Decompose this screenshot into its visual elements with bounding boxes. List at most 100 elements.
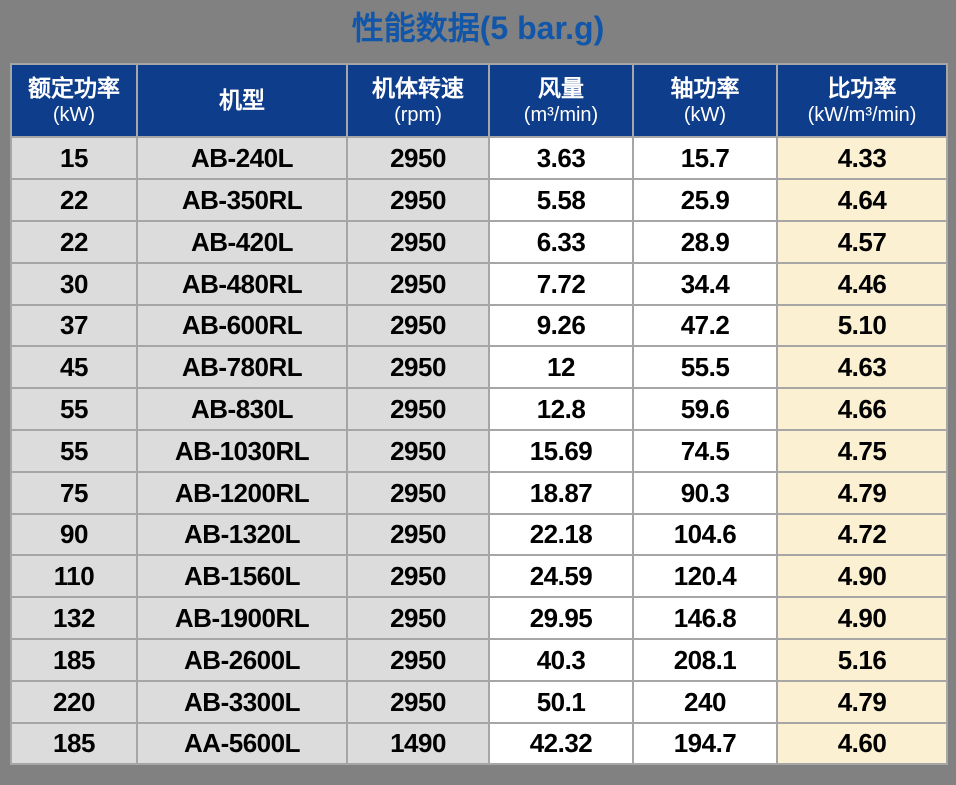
table-row: 30 AB-480RL 2950 7.72 34.4 4.46 — [10, 261, 948, 306]
speed-cell: 2950 — [346, 219, 490, 264]
flow-cell: 7.72 — [488, 261, 634, 306]
rated-power-cell: 132 — [10, 596, 138, 640]
specific-power-cell: 4.90 — [776, 596, 948, 640]
speed-cell: 2950 — [346, 303, 490, 348]
specific-power-cell: 4.90 — [776, 554, 948, 599]
specific-power-cell: 5.10 — [776, 303, 948, 348]
rated-power-cell: 110 — [10, 554, 138, 599]
col-header-model-label: 机型 — [219, 86, 265, 113]
rated-power-cell: 45 — [10, 345, 138, 390]
specific-power-cell: 4.75 — [776, 428, 948, 473]
col-header-specific-power-label: 比功率 — [827, 75, 897, 102]
specific-power-cell: 4.79 — [776, 679, 948, 724]
speed-cell: 2950 — [346, 178, 490, 222]
rated-power-cell: 75 — [10, 470, 138, 515]
performance-table: 额定功率 (kW) 机型 机体转速 (rpm) 风量 (m³/min) 轴功率 … — [10, 63, 948, 766]
flow-cell: 40.3 — [488, 637, 634, 682]
col-header-rated-power-label: 额定功率 — [28, 75, 120, 102]
model-cell: AB-600RL — [136, 303, 348, 348]
shaft-power-cell: 15.7 — [632, 136, 778, 181]
model-cell: AB-420L — [136, 219, 348, 264]
rated-power-cell: 22 — [10, 219, 138, 264]
speed-cell: 1490 — [346, 721, 490, 766]
table-row: 220 AB-3300L 2950 50.1 240 4.79 — [10, 679, 948, 724]
model-cell: AB-3300L — [136, 679, 348, 724]
specific-power-cell: 4.33 — [776, 136, 948, 181]
rated-power-cell: 15 — [10, 136, 138, 181]
specific-power-cell: 4.64 — [776, 178, 948, 222]
model-cell: AB-1560L — [136, 554, 348, 599]
col-header-shaft-power-label: 轴功率 — [670, 75, 740, 102]
col-header-flow-label: 风量 — [538, 75, 584, 102]
col-header-rated-power: 额定功率 (kW) — [10, 63, 138, 139]
flow-cell: 15.69 — [488, 428, 634, 473]
rated-power-cell: 55 — [10, 387, 138, 431]
flow-cell: 3.63 — [488, 136, 634, 181]
shaft-power-cell: 194.7 — [632, 721, 778, 766]
col-header-model: 机型 — [136, 63, 348, 139]
page-title: 性能数据(5 bar.g) — [351, 10, 605, 46]
speed-cell: 2950 — [346, 387, 490, 431]
table-row: 90 AB-1320L 2950 22.18 104.6 4.72 — [10, 512, 948, 557]
model-cell: AB-1030RL — [136, 428, 348, 473]
shaft-power-cell: 59.6 — [632, 387, 778, 431]
speed-cell: 2950 — [346, 428, 490, 473]
shaft-power-cell: 55.5 — [632, 345, 778, 390]
col-header-specific-power: 比功率 (kW/m³/min) — [776, 63, 948, 139]
table-row: 22 AB-420L 2950 6.33 28.9 4.57 — [10, 219, 948, 264]
table-row: 132 AB-1900RL 2950 29.95 146.8 4.90 — [10, 596, 948, 640]
table-row: 37 AB-600RL 2950 9.26 47.2 5.10 — [10, 303, 948, 348]
model-cell: AB-1900RL — [136, 596, 348, 640]
table-row: 75 AB-1200RL 2950 18.87 90.3 4.79 — [10, 470, 948, 515]
flow-cell: 22.18 — [488, 512, 634, 557]
specific-power-cell: 4.57 — [776, 219, 948, 264]
model-cell: AB-1200RL — [136, 470, 348, 515]
col-header-rated-power-unit: (kW) — [52, 104, 96, 127]
rated-power-cell: 30 — [10, 261, 138, 306]
table-row: 22 AB-350RL 2950 5.58 25.9 4.64 — [10, 178, 948, 222]
shaft-power-cell: 120.4 — [632, 554, 778, 599]
table-row: 110 AB-1560L 2950 24.59 120.4 4.90 — [10, 554, 948, 599]
flow-cell: 24.59 — [488, 554, 634, 599]
specific-power-cell: 4.46 — [776, 261, 948, 306]
flow-cell: 12 — [488, 345, 634, 390]
specific-power-cell: 4.72 — [776, 512, 948, 557]
shaft-power-cell: 146.8 — [632, 596, 778, 640]
shaft-power-cell: 25.9 — [632, 178, 778, 222]
flow-cell: 18.87 — [488, 470, 634, 515]
shaft-power-cell: 104.6 — [632, 512, 778, 557]
specific-power-cell: 4.63 — [776, 345, 948, 390]
shaft-power-cell: 240 — [632, 679, 778, 724]
table-body: 15 AB-240L 2950 3.63 15.7 4.33 22 AB-350RL 2950 5… — [10, 136, 948, 766]
table-header: 额定功率 (kW) 机型 机体转速 (rpm) 风量 (m³/min) 轴功率 … — [10, 63, 948, 139]
col-header-shaft-power: 轴功率 (kW) — [632, 63, 778, 139]
speed-cell: 2950 — [346, 554, 490, 599]
flow-cell: 9.26 — [488, 303, 634, 348]
shaft-power-cell: 28.9 — [632, 219, 778, 264]
model-cell: AB-780RL — [136, 345, 348, 390]
col-header-speed-label: 机体转速 — [372, 75, 464, 102]
speed-cell: 2950 — [346, 637, 490, 682]
rated-power-cell: 22 — [10, 178, 138, 222]
speed-cell: 2950 — [346, 596, 490, 640]
col-header-flow: 风量 (m³/min) — [488, 63, 634, 139]
speed-cell: 2950 — [346, 470, 490, 515]
col-header-speed-unit: (rpm) — [394, 104, 442, 127]
rated-power-cell: 220 — [10, 679, 138, 724]
col-header-shaft-power-unit: (kW) — [683, 104, 727, 127]
flow-cell: 50.1 — [488, 679, 634, 724]
table-row: 55 AB-830L 2950 12.8 59.6 4.66 — [10, 387, 948, 431]
col-header-specific-power-unit: (kW/m³/min) — [807, 104, 917, 127]
table-row: 55 AB-1030RL 2950 15.69 74.5 4.75 — [10, 428, 948, 473]
col-header-speed: 机体转速 (rpm) — [346, 63, 490, 139]
rated-power-cell: 55 — [10, 428, 138, 473]
flow-cell: 6.33 — [488, 219, 634, 264]
specific-power-cell: 4.66 — [776, 387, 948, 431]
speed-cell: 2950 — [346, 512, 490, 557]
shaft-power-cell: 47.2 — [632, 303, 778, 348]
table-header-row: 额定功率 (kW) 机型 机体转速 (rpm) 风量 (m³/min) 轴功率 … — [10, 63, 948, 139]
rated-power-cell: 185 — [10, 721, 138, 766]
model-cell: AB-1320L — [136, 512, 348, 557]
table-row: 45 AB-780RL 2950 12 55.5 4.63 — [10, 345, 948, 390]
